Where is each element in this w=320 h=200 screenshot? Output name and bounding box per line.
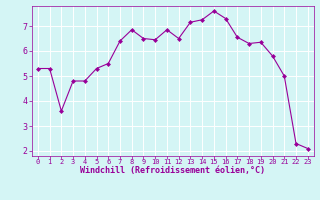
X-axis label: Windchill (Refroidissement éolien,°C): Windchill (Refroidissement éolien,°C)	[80, 166, 265, 175]
